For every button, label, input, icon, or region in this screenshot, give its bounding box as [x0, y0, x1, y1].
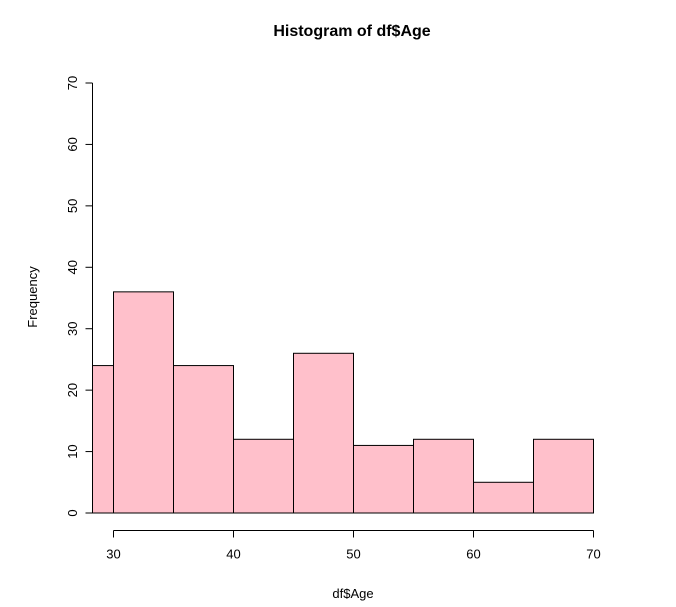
x-tick-label: 70: [586, 547, 600, 562]
x-axis-label: df$Age: [332, 586, 373, 601]
x-tick-label: 60: [466, 547, 480, 562]
histogram-bar: [413, 438, 474, 514]
y-tick-label: 0: [65, 509, 80, 516]
histogram-bar: [353, 444, 414, 514]
y-tick-label: 70: [65, 76, 80, 90]
histogram-bar: [92, 365, 114, 514]
x-tick-label: 40: [226, 547, 240, 562]
y-tick-label: 30: [65, 321, 80, 335]
y-axis-label: Frequency: [25, 266, 40, 328]
chart-title: Histogram of df$Age: [273, 23, 430, 40]
y-tick-label: 60: [65, 137, 80, 151]
bars-group: [92, 291, 594, 514]
y-tick-label: 20: [65, 383, 80, 397]
histogram-bar: [533, 438, 594, 514]
y-axis: 0 10 20 30 40 50 60 70: [65, 76, 93, 517]
histogram-bar: [173, 365, 234, 514]
histogram-bar: [233, 438, 294, 514]
histogram-bar: [113, 291, 174, 514]
x-tick-label: 50: [346, 547, 360, 562]
y-tick-label: 50: [65, 199, 80, 213]
y-tick-label: 10: [65, 444, 80, 458]
histogram-bar: [293, 352, 354, 514]
y-tick-label: 40: [65, 260, 80, 274]
histogram-bar: [473, 481, 534, 514]
x-axis: 30 40 50 60 70: [106, 530, 601, 562]
x-tick-label: 30: [106, 547, 120, 562]
